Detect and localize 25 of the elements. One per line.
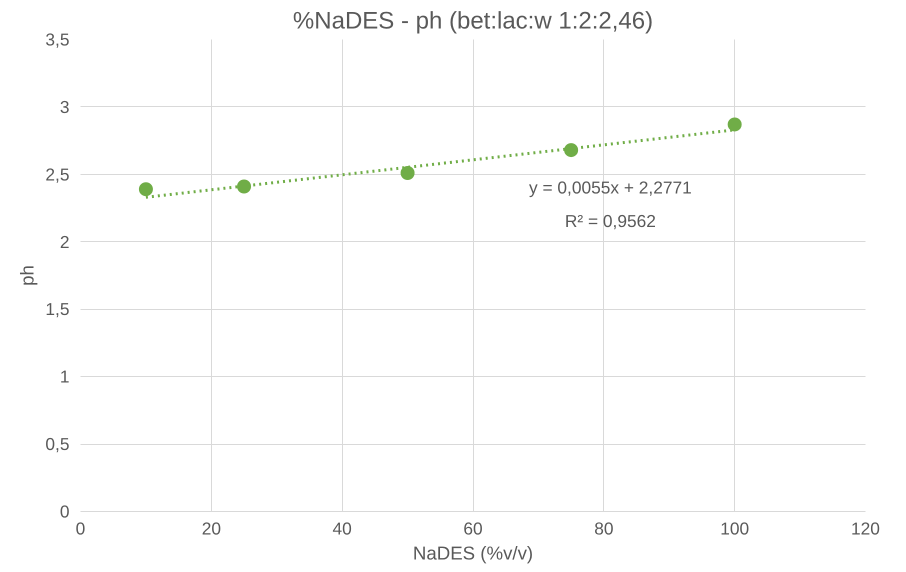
point bbox=[728, 117, 742, 132]
point bbox=[138, 182, 153, 196]
x-tick-label: 40 bbox=[332, 518, 352, 538]
x-tick-label: 0 bbox=[76, 518, 86, 538]
x-tick-label: 20 bbox=[202, 518, 221, 538]
y-tick-label: 0 bbox=[60, 502, 70, 522]
annotation: y = 0,0055x + 2,2771 bbox=[528, 177, 692, 198]
point bbox=[400, 166, 415, 180]
y-tick-label: 1 bbox=[60, 366, 70, 387]
point bbox=[564, 143, 578, 158]
chart-title: %NaDES - ph (bet:lac:w 1:2:2,46) bbox=[292, 8, 654, 34]
point bbox=[237, 180, 252, 194]
y-tick-label: 1,5 bbox=[45, 299, 70, 320]
y-tick-label: 3,5 bbox=[45, 30, 70, 50]
x-tick-label: 80 bbox=[594, 518, 614, 538]
x-axis-title: NaDES (%v/v) bbox=[412, 542, 534, 564]
x-tick-label: 120 bbox=[851, 518, 880, 538]
x-tick-label: 100 bbox=[720, 518, 750, 538]
y-tick-label: 2,5 bbox=[45, 164, 70, 184]
annotation: R² = 0,9562 bbox=[564, 210, 656, 231]
x-tick-label: 60 bbox=[463, 518, 483, 538]
y-axis-title: ph bbox=[16, 265, 38, 286]
y-tick-label: 0,5 bbox=[45, 434, 70, 454]
y-tick-label: 3 bbox=[60, 96, 70, 117]
y-tick-label: 2 bbox=[60, 232, 70, 252]
